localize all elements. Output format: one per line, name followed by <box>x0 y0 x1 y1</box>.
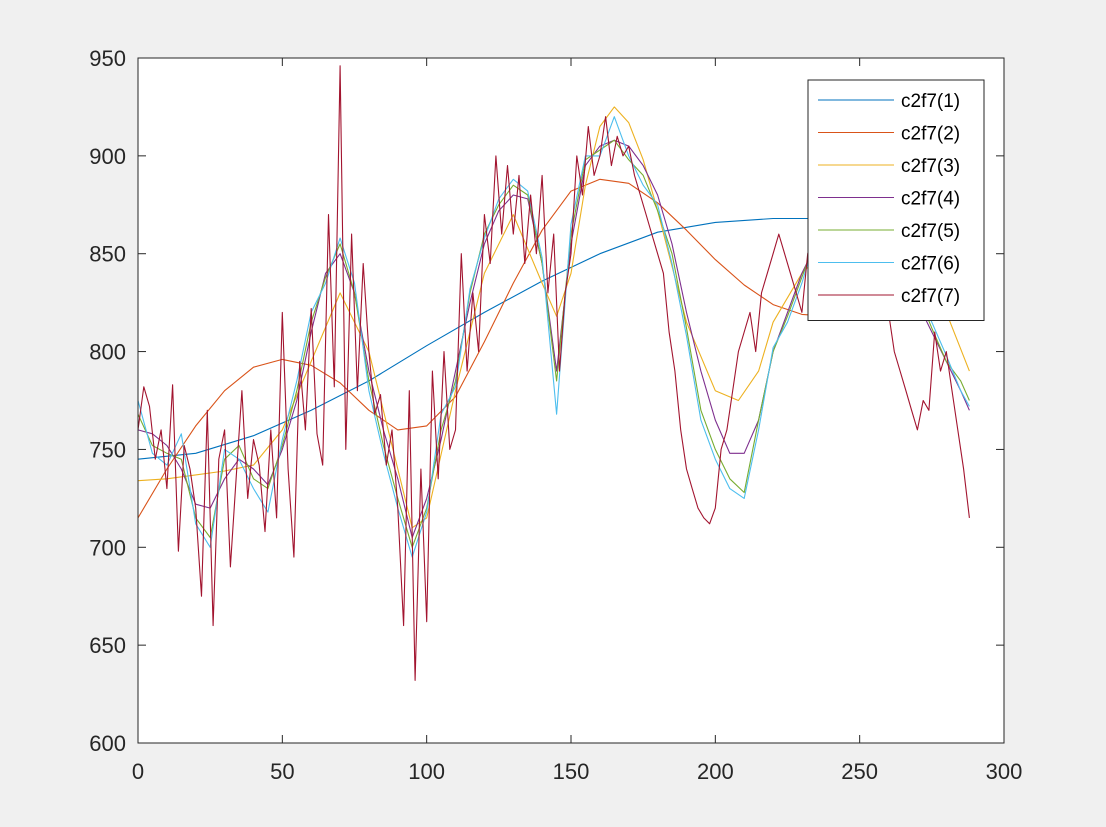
x-tick-label: 50 <box>270 759 294 784</box>
y-tick-label: 800 <box>89 340 126 365</box>
x-tick-label: 300 <box>986 759 1023 784</box>
x-tick-label: 150 <box>553 759 590 784</box>
x-tick-label: 200 <box>697 759 734 784</box>
legend[interactable]: c2f7(1) c2f7(2) c2f7(3) c2f7(4) c2f7(5) c2f7(… <box>807 79 985 321</box>
legend-label-2: c2f7(2) <box>901 124 960 145</box>
y-tick-label: 750 <box>89 437 126 462</box>
legend-label-1: c2f7(1) <box>901 91 960 112</box>
y-tick-label: 600 <box>89 731 126 756</box>
ticks-layer: 0 50 100 150 200 250 300 600 650 700 750 800 850 900 9… <box>89 46 1022 784</box>
legend-label-6: c2f7(6) <box>901 254 960 275</box>
legend-box <box>807 79 985 321</box>
y-tick-label: 900 <box>89 144 126 169</box>
x-tick-label: 0 <box>132 759 144 784</box>
y-tick-label: 950 <box>89 46 126 71</box>
x-tick-label: 100 <box>408 759 445 784</box>
legend-label-5: c2f7(5) <box>901 221 960 242</box>
legend-label-7: c2f7(7) <box>901 286 960 307</box>
y-tick-label: 650 <box>89 633 126 658</box>
y-tick-label: 850 <box>89 242 126 267</box>
legend-label-4: c2f7(4) <box>901 189 960 210</box>
x-tick-label: 250 <box>841 759 878 784</box>
y-tick-label: 700 <box>89 535 126 560</box>
legend-label-3: c2f7(3) <box>901 156 960 177</box>
